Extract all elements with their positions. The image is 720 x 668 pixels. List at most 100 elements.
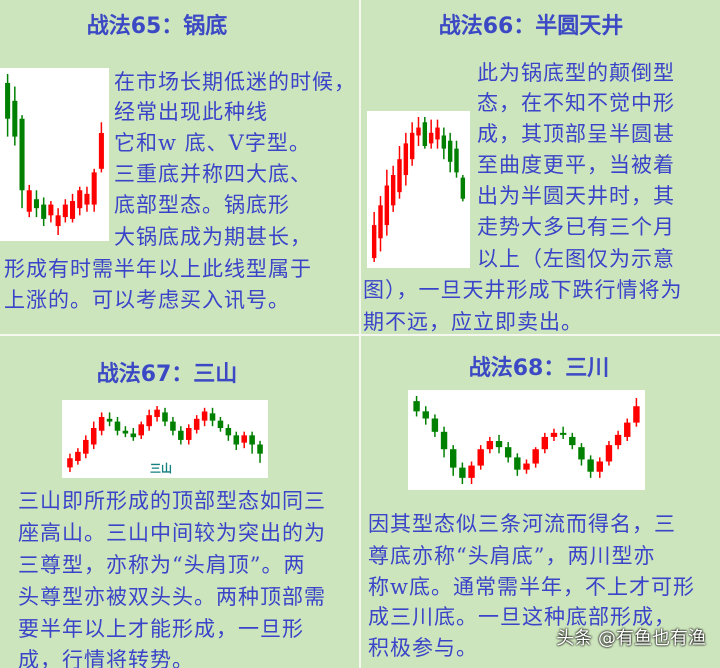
candle [162,407,168,427]
candle [454,140,459,178]
candle [75,448,81,465]
candle [397,146,402,199]
candle [91,168,97,212]
candle [170,417,176,436]
candle [130,428,137,441]
candle [409,122,415,166]
candle [450,445,457,476]
candle [559,426,567,439]
panel-title: 战法67：三山 [96,362,238,387]
text-line: 在市场长期低迷的时候， [114,70,356,94]
panel-65: 战法65：锅底 在市场长期低迷的时候， 经常出现此种线 它和w 底、V字型。 三… [0,0,359,334]
text-line: 图），一旦天井形成下跌行情将为 [363,278,683,302]
candle [146,409,152,431]
text-line: 出为半圆天井时，其 [477,184,675,208]
candle [33,190,39,218]
text-line: 以上（左图仅为示意 [477,247,675,271]
candle [422,406,429,425]
panel-68: 战法68：三川 因其型态似三条河流而得名，三 尊底亦称“头肩底”，两川型亦 称w… [361,336,720,668]
candle [633,398,640,427]
candle [614,430,622,450]
panel-67: 战法67：三山 三山 三山即所形成的顶部型态如同三 座高山。三山中间较为突出的为… [0,336,359,668]
text-line: 三重底并称四大底、 [114,162,312,186]
text-line: 头尊型亦被双头头。两种顶部需 [18,585,326,609]
candle [390,165,396,212]
candle [98,412,105,436]
candle [587,455,594,478]
candle [201,407,208,427]
text-line: 它和w 底、V字型。 [114,131,311,155]
panel-title: 战法68：三川 [468,356,610,381]
candle [193,415,200,434]
candle [422,117,428,149]
candle [225,424,232,441]
text-line: 底部型态。锅底形 [114,193,290,217]
candle [468,461,475,484]
candle [459,462,466,484]
candle [504,442,512,463]
candle [440,426,448,458]
candle [435,119,440,149]
candle [19,115,25,209]
text-line: 称w底。通常需半年，不上才可形 [368,575,695,599]
candle [569,432,576,450]
candle [77,186,83,216]
candle [26,184,32,218]
candle [48,201,54,223]
text-line: 尊底亦称“头肩底”，两川型亦 [368,544,656,568]
candlestick-chart [0,68,109,241]
candle [154,406,160,422]
candle [578,443,585,466]
text-line: 成，行情将转势。 [18,648,194,668]
text-line: 此为锅底型的颠倒型 [477,61,675,85]
candle [84,186,90,212]
text-line: 形成有时需半年以上此线型属于 [4,257,312,281]
panel-title: 战法66：半圆天井 [438,14,624,39]
candle [403,132,409,186]
candle [384,169,390,236]
candle [249,431,255,454]
candle [541,432,549,454]
candle [12,86,18,146]
candle [550,428,558,442]
candle [378,196,383,252]
candle [532,447,539,468]
text-line: 上涨的。可以考虑买入讯号。 [4,288,290,312]
panel-66: 战法66：半圆天井 此为锅底型的颠倒型 态，在不知不觉中形 成，其顶部呈半圆甚 … [361,0,720,334]
candle [447,132,453,173]
candle [605,441,613,466]
candle [486,436,494,454]
text-line: 成，其顶部呈半圆甚 [477,122,675,146]
text-line: 因其型态似三条河流而得名，三 [368,512,676,536]
candle [624,418,631,442]
candle [178,426,184,445]
text-line: 座高山。三山中间较为突出的为 [18,521,326,545]
candle [67,453,73,472]
text-line: 积极参与。 [368,636,478,660]
candle [596,457,603,478]
candle [514,453,521,476]
candle [441,127,447,160]
candle [233,431,240,450]
candle [83,435,89,459]
candlestick-chart [408,390,645,490]
candle [5,74,11,137]
candlestick-chart [367,111,470,268]
candle [138,421,145,439]
candle [209,407,216,427]
candle [122,426,129,438]
candle [257,440,263,463]
candle [62,199,68,223]
candle [241,431,247,449]
candle [114,417,121,436]
candlestick-chart [62,400,268,478]
text-line: 三山即所形成的顶部型态如同三 [18,489,326,513]
candle [185,424,192,445]
panel-title: 战法65：锅底 [86,14,228,39]
text-line: 态，在不知不觉中形 [477,91,675,115]
candle [371,211,377,262]
candle [431,414,439,437]
candle [70,193,76,223]
candle [477,445,484,470]
text-line: 走势大多已有三个月 [477,215,675,239]
